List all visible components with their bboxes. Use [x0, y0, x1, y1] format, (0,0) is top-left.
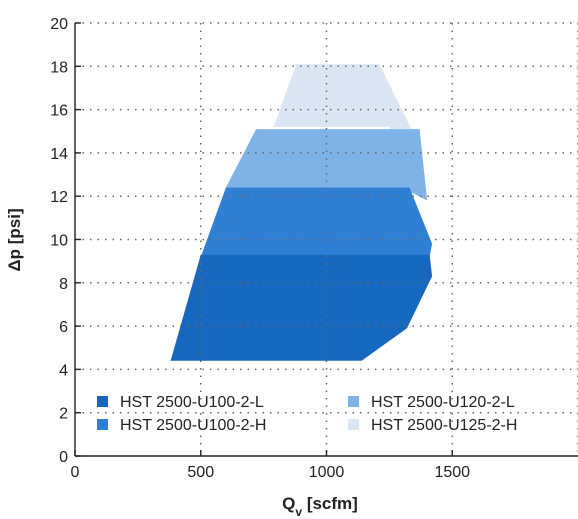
region-hst-2500-u125-2-h	[273, 64, 423, 171]
y-axis-label: Δp [psi]	[5, 208, 24, 271]
chart-ticks: 0 2 4 6 8 10 12 14 16 18 20 0 500 1000 1500	[50, 16, 470, 481]
region-hst-2500-u120-2-l	[225, 129, 428, 201]
legend-swatch-u100-l	[97, 396, 108, 407]
region-hst-2500-u100-2-h	[200, 187, 433, 257]
legend-label-u100-l: HST 2500-U100-2-L	[120, 394, 264, 411]
x-tick-label: 500	[187, 464, 214, 481]
legend-swatch-u125-h	[348, 419, 359, 430]
legend-label-u100-h: HST 2500-U100-2-H	[120, 417, 266, 434]
y-tick-label: 2	[59, 406, 68, 423]
x-tick-label: 1000	[309, 464, 345, 481]
x-axis-label-subscript: v	[295, 505, 302, 519]
y-tick-label: 8	[59, 276, 68, 293]
x-tick-label: 0	[71, 464, 80, 481]
legend-label-u125-h: HST 2500-U125-2-H	[371, 417, 517, 434]
region-hst-2500-u100-2-l	[170, 254, 433, 361]
y-tick-label: 6	[59, 319, 68, 336]
y-tick-label: 18	[50, 59, 68, 76]
y-tick-label: 12	[50, 189, 68, 206]
x-axis-label-main: Q	[282, 494, 295, 513]
y-tick-label: 14	[50, 146, 68, 163]
x-tick-label: 1500	[434, 464, 470, 481]
chart-grid	[75, 22, 578, 456]
legend-swatch-u100-h	[97, 419, 108, 430]
y-tick-label: 10	[50, 233, 68, 250]
y-tick-label: 0	[59, 449, 68, 466]
x-axis-label: Qv [scfm]	[282, 494, 358, 519]
y-tick-label: 4	[59, 362, 68, 379]
chart-regions	[170, 64, 433, 361]
y-tick-label: 20	[50, 16, 68, 33]
chart-legend: HST 2500-U100-2-L HST 2500-U120-2-L HST …	[97, 394, 517, 434]
x-axis-label-unit: [scfm]	[302, 494, 358, 513]
legend-swatch-u120-l	[348, 396, 359, 407]
legend-label-u120-l: HST 2500-U120-2-L	[371, 394, 515, 411]
y-tick-label: 16	[50, 103, 68, 120]
